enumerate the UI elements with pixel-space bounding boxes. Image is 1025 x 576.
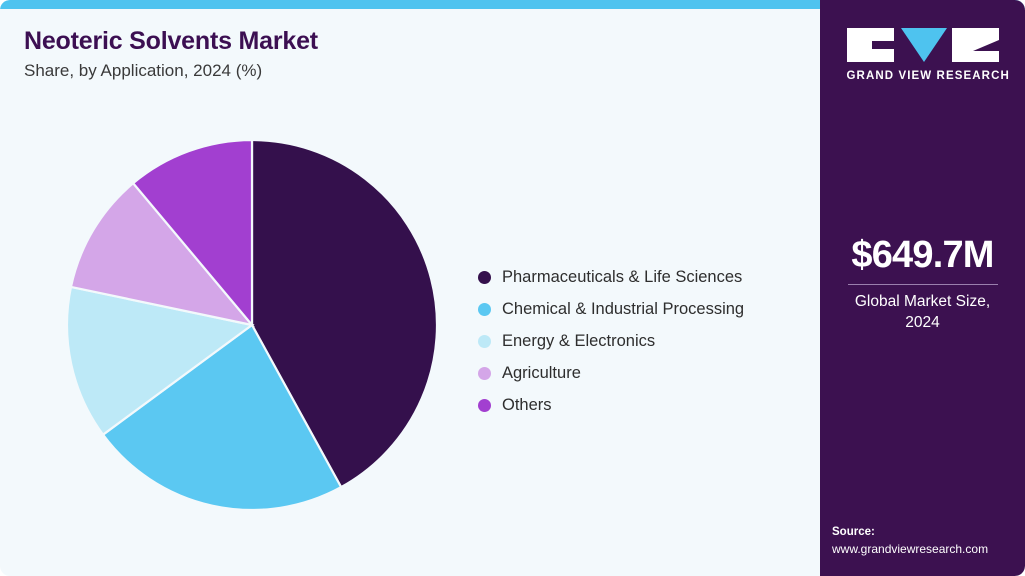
- market-size-value: $649.7M: [851, 234, 994, 276]
- pie-chart-svg: [66, 139, 438, 511]
- grand-view-research-logo: GRAND VIEW RESEARCH: [846, 28, 1010, 82]
- legend-item[interactable]: Others: [478, 389, 808, 421]
- legend-color-swatch-icon: [478, 334, 491, 348]
- logo-g-icon: [846, 28, 894, 62]
- legend-item-label: Agriculture: [502, 363, 581, 382]
- legend-item[interactable]: Agriculture: [478, 357, 808, 389]
- pie-slice[interactable]: [131, 139, 254, 329]
- legend-color-swatch-icon: [478, 270, 491, 284]
- legend-color-swatch-icon: [478, 302, 491, 316]
- legend-item-label: Others: [502, 395, 552, 414]
- legend-color-swatch-icon: [478, 366, 491, 380]
- top-accent-bar: [0, 0, 1025, 9]
- source-block: Source: www.grandviewresearch.com: [832, 524, 1025, 558]
- stat-divider: [847, 283, 998, 285]
- chart-panel: Neoteric Solvents Market Share, by Appli…: [0, 9, 820, 576]
- legend-item-label: Energy & Electronics: [502, 331, 656, 350]
- market-size-stat: $649.7M Global Market Size, 2024: [820, 234, 1025, 334]
- legend-item[interactable]: Energy & Electronics: [478, 325, 808, 357]
- legend-item-label: Pharmaceuticals & Life Sciences: [502, 267, 743, 286]
- legend-item-label: Chemical & Industrial Processing: [502, 299, 745, 318]
- source-label: Source:: [832, 525, 875, 538]
- legend-item[interactable]: Chemical & Industrial Processing: [478, 293, 808, 325]
- pie-chart: [66, 139, 438, 511]
- logo-r-notch: [972, 40, 999, 51]
- logo-marks: [846, 28, 999, 62]
- pie-slice[interactable]: [250, 139, 438, 489]
- brand-panel: GRAND VIEW RESEARCH $649.7M Global Marke…: [820, 0, 1025, 576]
- legend-item[interactable]: Pharmaceuticals & Life Sciences: [478, 261, 808, 293]
- page-subtitle: Share, by Application, 2024 (%): [24, 61, 263, 80]
- source-url[interactable]: www.grandviewresearch.com: [832, 541, 989, 556]
- logo-r-icon: [951, 28, 999, 62]
- legend-color-swatch-icon: [478, 398, 491, 412]
- market-size-caption: Global Market Size, 2024: [854, 292, 991, 331]
- chart-legend: Pharmaceuticals & Life Sciences Chemical …: [478, 261, 808, 421]
- logo-v-triangle-icon: [900, 28, 947, 62]
- pie-slice[interactable]: [66, 285, 255, 437]
- page-title: Neoteric Solvents Market: [24, 27, 318, 55]
- pie-slice[interactable]: [69, 181, 255, 327]
- pie-slice[interactable]: [101, 323, 343, 511]
- logo-wordmark: GRAND VIEW RESEARCH: [846, 70, 1010, 82]
